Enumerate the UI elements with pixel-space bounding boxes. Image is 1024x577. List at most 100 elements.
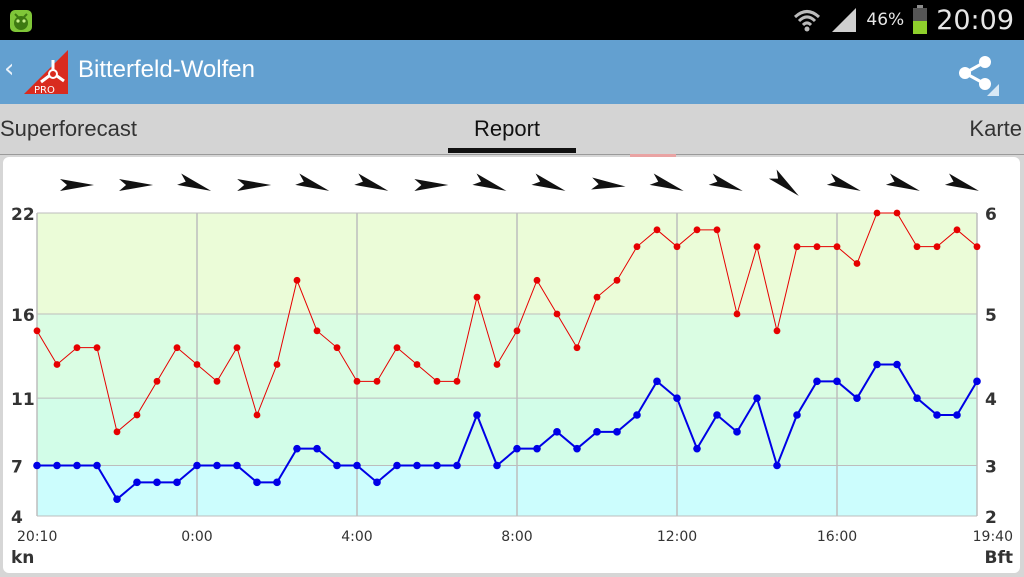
data-point — [253, 478, 261, 487]
wind-direction-arrow — [354, 173, 389, 191]
data-point — [53, 461, 61, 470]
data-point — [373, 478, 381, 487]
x-tick-label: 20:10 — [17, 529, 57, 545]
y-tick-label-left: 11 — [11, 390, 35, 410]
wind-direction-arrow — [708, 173, 743, 191]
data-point — [533, 444, 541, 453]
chart-band — [37, 465, 977, 516]
data-point — [493, 361, 501, 368]
x-tick-label: 16:00 — [817, 529, 857, 545]
data-point — [513, 444, 521, 453]
wind-direction-arrow — [414, 179, 449, 191]
data-point — [713, 226, 721, 234]
data-point — [133, 478, 141, 487]
data-point — [593, 428, 601, 436]
data-point — [193, 361, 201, 368]
android-robot-icon — [10, 10, 32, 32]
chart-band — [37, 398, 977, 466]
y-tick-label-left: 22 — [11, 205, 35, 225]
data-point — [153, 478, 161, 487]
tab-superforecast[interactable]: Superforecast — [0, 116, 137, 141]
data-point — [213, 377, 221, 385]
data-point — [33, 461, 41, 470]
data-point — [713, 411, 721, 419]
chart-card: 4 7 11 16 22 2 3 4 5 6 20:10 0:00 4:00 8:00 12:00 16:00… — [3, 157, 1020, 573]
wind-direction-arrow — [60, 179, 94, 191]
data-point — [493, 461, 501, 470]
data-point — [93, 461, 101, 470]
wifi-icon — [794, 10, 821, 32]
tab-karte[interactable]: Karte — [969, 116, 1022, 141]
data-point — [113, 428, 121, 436]
logo-pro-text: PRO — [34, 85, 55, 96]
chart-band — [37, 213, 977, 314]
data-point — [613, 428, 621, 436]
x-tick-label: 19:40 — [973, 529, 1013, 545]
data-point — [453, 377, 461, 385]
left-axis-unit: kn — [11, 548, 34, 568]
data-point — [853, 260, 861, 267]
y-tick-label-right: 3 — [985, 458, 997, 478]
data-point — [473, 411, 481, 419]
data-point — [693, 444, 701, 453]
data-point — [313, 327, 321, 335]
wind-direction-arrow — [295, 173, 330, 191]
data-point — [633, 243, 641, 251]
x-tick-label: 4:00 — [341, 529, 372, 545]
data-point — [853, 394, 861, 402]
data-point — [173, 478, 181, 487]
data-point — [93, 344, 101, 352]
share-icon[interactable] — [955, 50, 1001, 96]
action-bar: ‹ PRO Bitterfeld-Wolfen — [0, 40, 1024, 104]
x-tick-label: 8:00 — [501, 529, 532, 545]
wind-direction-arrow — [177, 173, 212, 191]
data-point — [293, 444, 301, 453]
data-point — [453, 461, 461, 470]
data-point — [973, 377, 981, 386]
data-point — [273, 478, 281, 487]
battery-icon — [913, 5, 928, 34]
data-point — [233, 344, 241, 352]
data-point — [673, 394, 681, 402]
windfinder-pro-logo[interactable]: PRO — [20, 48, 72, 98]
wind-direction-arrow — [649, 173, 684, 191]
data-point — [833, 377, 841, 386]
data-point — [913, 394, 921, 402]
selected-tab-indicator — [448, 148, 576, 153]
x-tick-label: 12:00 — [657, 529, 697, 545]
data-point — [353, 377, 361, 385]
wind-direction-arrow — [826, 173, 861, 191]
y-tick-label-left: 16 — [11, 306, 35, 326]
data-point — [393, 344, 401, 352]
data-point — [873, 209, 881, 217]
data-point — [233, 461, 241, 470]
tab-report[interactable]: Report — [474, 116, 541, 141]
data-point — [733, 310, 741, 318]
data-point — [573, 444, 581, 453]
y-tick-label-right: 5 — [985, 306, 997, 326]
data-point — [813, 377, 821, 386]
tab-bar: Superforecast Report Karte — [0, 104, 1024, 158]
data-point — [973, 243, 981, 251]
data-point — [353, 461, 361, 470]
data-point — [533, 276, 541, 284]
data-point — [653, 377, 661, 386]
y-tick-label-right: 2 — [985, 508, 997, 528]
wind-direction-arrow — [237, 179, 272, 191]
wind-direction-arrow — [944, 173, 979, 191]
data-point — [253, 411, 261, 419]
wind-direction-arrow — [591, 177, 626, 190]
data-point — [473, 293, 481, 301]
data-point — [413, 461, 421, 470]
data-point — [273, 361, 281, 368]
data-point — [953, 411, 961, 419]
chart-band — [37, 314, 977, 399]
data-point — [753, 394, 761, 402]
status-bar: 46% 20:09 — [0, 0, 1024, 40]
chevron-left-icon[interactable]: ‹ — [4, 54, 15, 84]
data-point — [53, 361, 61, 368]
data-point — [933, 243, 941, 251]
data-point — [933, 411, 941, 419]
data-point — [153, 377, 161, 385]
